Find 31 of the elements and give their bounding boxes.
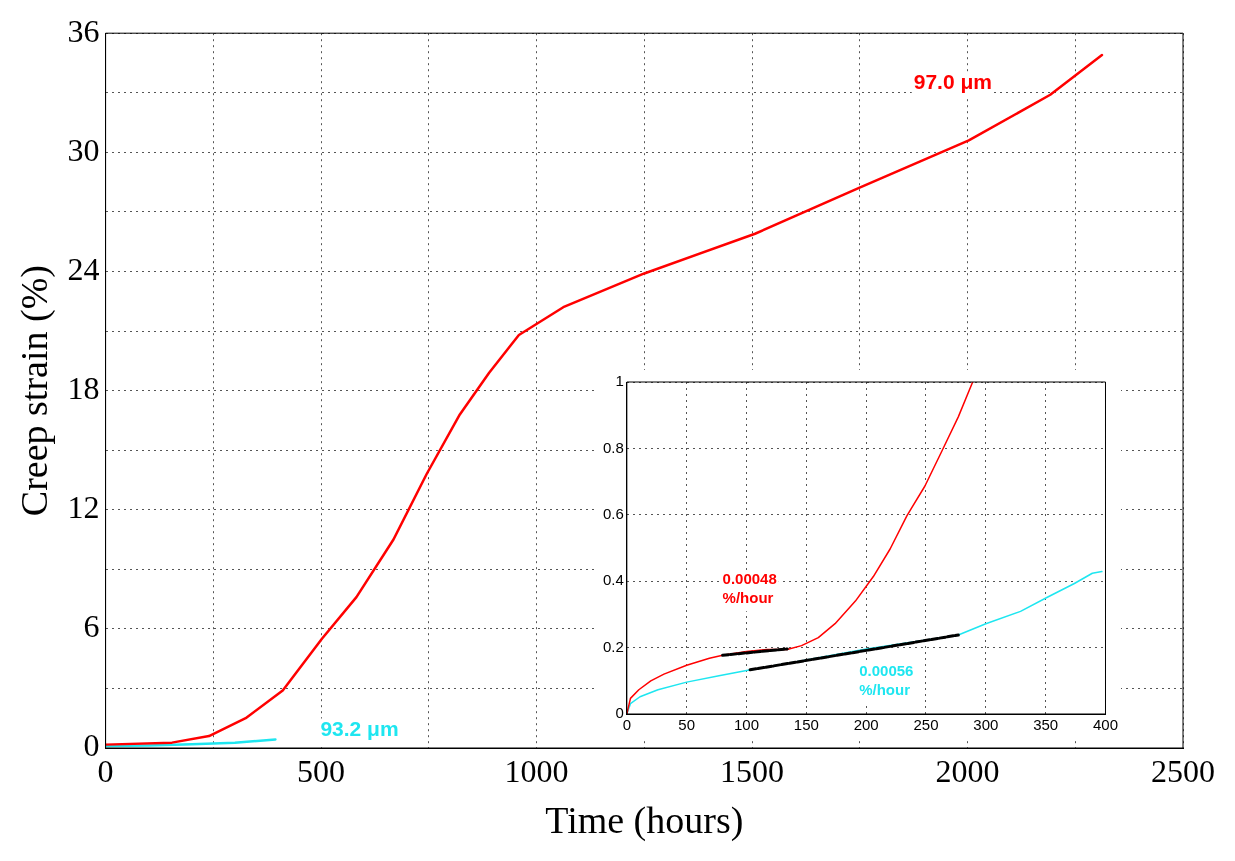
y-tick-label: 0.6 xyxy=(602,504,624,522)
y-axis-title: Creep strain (%) xyxy=(12,265,56,517)
y-tick-label: 24 xyxy=(67,250,100,287)
x-tick-label: 1000 xyxy=(504,752,569,789)
x-axis-title: Time (hours) xyxy=(545,799,744,843)
y-tick-label: 0 xyxy=(615,704,624,722)
text: 93.2 μm xyxy=(320,716,399,740)
y-tick-label: 0.4 xyxy=(602,571,624,589)
y-tick-label: 6 xyxy=(83,608,100,645)
x-tick-label: 50 xyxy=(678,716,696,734)
y-tick-label: 12 xyxy=(67,489,100,526)
x-tick-label: 150 xyxy=(793,716,819,734)
series-label: 97.0 μm xyxy=(913,70,992,94)
y-tick-label: 36 xyxy=(67,12,100,49)
y-tick-label: 30 xyxy=(67,131,100,168)
annotation: 0.00048 %/hour xyxy=(722,569,777,606)
x-tick-label: 500 xyxy=(297,752,346,789)
y-tick-label: 18 xyxy=(67,370,100,407)
x-tick-label: 250 xyxy=(913,716,939,734)
x-tick-label: 200 xyxy=(853,716,879,734)
annotation: 0.00056 %/hour xyxy=(859,662,914,699)
y-tick-label: 1 xyxy=(615,372,624,390)
y-tick-label: 0.2 xyxy=(602,637,624,655)
x-tick-label: 2500 xyxy=(1151,752,1215,789)
x-tick-label: 100 xyxy=(734,716,760,734)
y-tick-label: 0.8 xyxy=(602,438,624,456)
x-tick-label: 1500 xyxy=(720,752,785,789)
x-tick-label: 400 xyxy=(1092,716,1118,734)
x-tick-label: 2000 xyxy=(935,752,1000,789)
x-tick-label: 300 xyxy=(973,716,999,734)
x-tick-label: 350 xyxy=(1033,716,1059,734)
